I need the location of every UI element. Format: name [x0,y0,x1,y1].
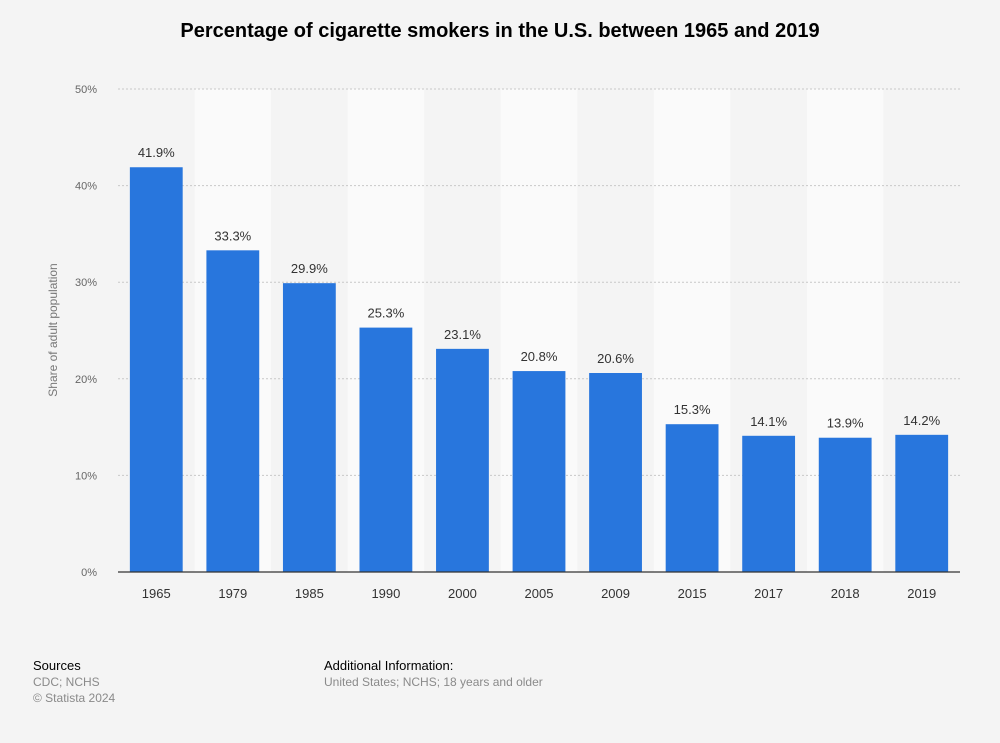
data-label: 14.2% [903,413,940,428]
bar [895,434,949,572]
data-label: 29.9% [291,261,328,276]
x-tick-label: 2019 [907,586,936,601]
chart-title: Percentage of cigarette smokers in the U… [180,20,820,42]
data-label: 23.1% [444,327,481,342]
bar [665,424,719,572]
x-tick-label: 1979 [218,586,247,601]
x-tick-label: 1990 [371,586,400,601]
y-tick-label: 30% [75,277,97,289]
sources-block: Sources CDC; NCHS © Statista 2024 [33,658,115,706]
y-tick-label: 0% [81,567,97,579]
y-axis-ticks: 0% 10% 20% 30% 40% 50% [75,84,97,579]
data-label: 33.3% [214,228,251,243]
value-labels: 41.9% 33.3% 29.9% 25.3% 23.1% 20.8% 20.6% 15.3%… [138,145,941,430]
bar [742,435,796,572]
x-tick-label: 2005 [525,586,554,601]
y-tick-label: 10% [75,470,97,482]
x-tick-label: 2017 [754,586,783,601]
bars [129,167,949,572]
bar [282,283,336,572]
sources-text[interactable]: CDC; NCHS [33,675,100,689]
additional-info-block: Additional Information: United States; N… [324,658,543,690]
y-axis-label: Share of adult population [46,263,60,397]
y-tick-label: 20% [75,374,97,386]
x-tick-label: 1965 [142,586,171,601]
x-tick-label: 2018 [831,586,860,601]
data-label: 14.1% [750,414,787,429]
bar-chart: 0% 10% 20% 30% 40% 50% 41.9% 33.3% 29.9% 25.3% 23… [75,84,960,601]
x-tick-label: 2000 [448,586,477,601]
x-tick-label: 2015 [678,586,707,601]
additional-info-text: United States; NCHS; 18 years and older [324,675,543,689]
data-label: 15.3% [674,402,711,417]
bar [359,327,413,572]
bar [436,348,489,572]
bar [512,371,566,572]
copyright-text: © Statista 2024 [33,691,116,705]
x-tick-label: 1985 [295,586,324,601]
data-label: 20.6% [597,351,634,366]
bar [206,250,260,572]
bar [129,167,183,572]
bar [818,437,872,572]
data-label: 20.8% [521,349,558,364]
x-axis-ticks: 1965 1979 1985 1990 2000 2005 2009 2015 2017 2018… [142,586,936,601]
additional-info-heading: Additional Information: [324,658,454,673]
y-tick-label: 50% [75,84,97,96]
data-label: 25.3% [367,306,404,321]
data-label: 41.9% [138,145,175,160]
y-tick-label: 40% [75,181,97,193]
data-label: 13.9% [827,416,864,431]
sources-heading: Sources [33,658,81,673]
bar [589,373,642,572]
x-tick-label: 2009 [601,586,630,601]
